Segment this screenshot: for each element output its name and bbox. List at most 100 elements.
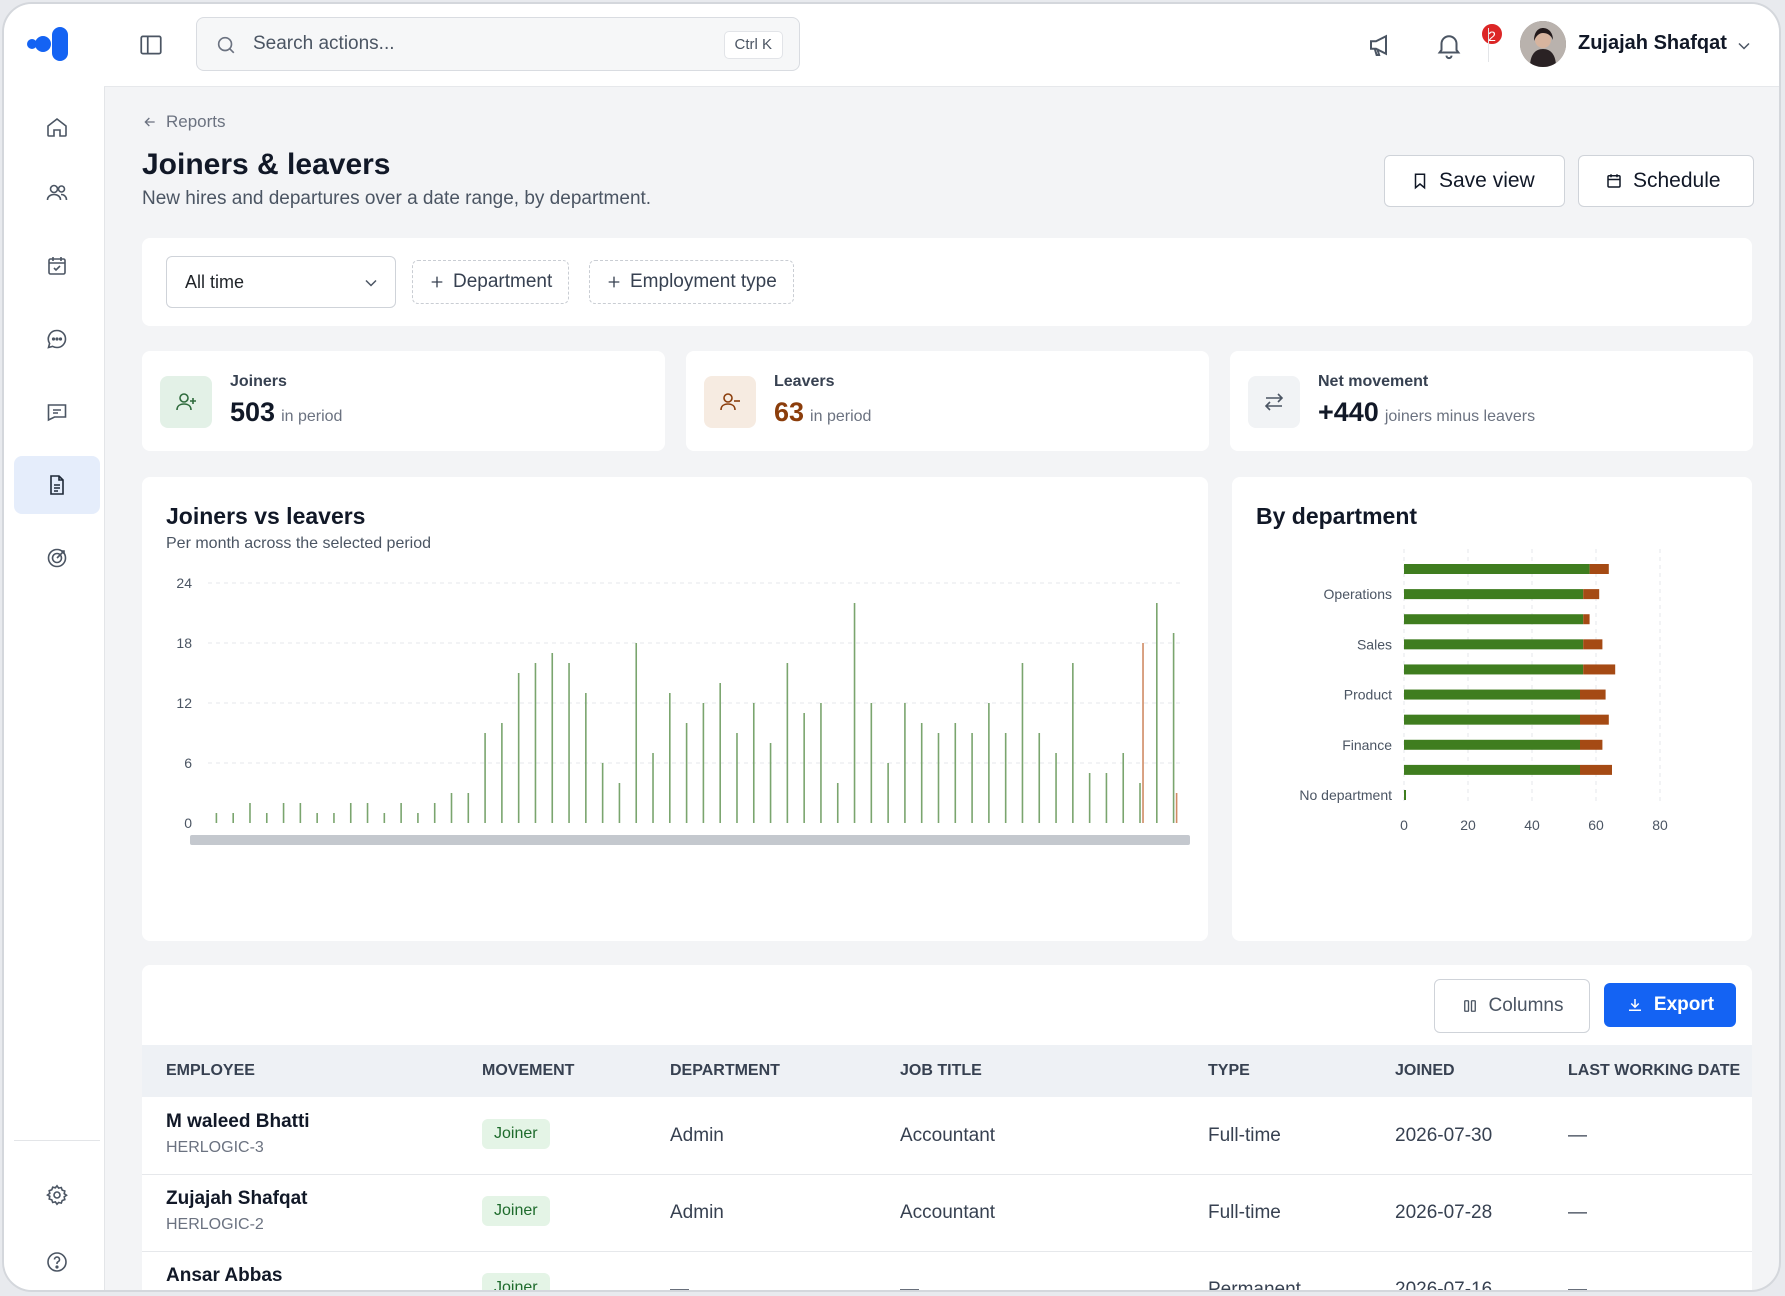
leavers-bar: [1583, 664, 1616, 675]
sidebar-toggle-icon[interactable]: [138, 32, 164, 58]
swap-arrows-icon: [1248, 376, 1300, 428]
column-header-movement[interactable]: MOVEMENT: [482, 1062, 575, 1079]
kpi-value: 503: [230, 397, 276, 427]
movement-badge: Joiner: [482, 1196, 550, 1226]
employee-name[interactable]: M waleed Bhatti: [166, 1111, 310, 1132]
search-placeholder: Search actions...: [253, 33, 395, 54]
export-button[interactable]: Export: [1604, 983, 1736, 1027]
sidebar-item-messages[interactable]: [14, 383, 100, 441]
sidebar-item-settings[interactable]: [14, 1166, 100, 1224]
table-row[interactable]: Ansar Abbas HERLOGIC-1 Joiner — — Perman…: [142, 1251, 1752, 1292]
back-link-label: Reports: [166, 112, 226, 131]
by-department-chart: By department 0 20 40 60 80 Operations Sales Pr…: [1232, 477, 1752, 941]
chevron-down-icon[interactable]: [1734, 36, 1754, 56]
columns-icon: [1463, 1000, 1476, 1012]
leavers-bar: [1583, 614, 1590, 625]
sidebar-item-goals[interactable]: [14, 529, 100, 587]
chat-icon: [47, 329, 67, 349]
kpi-label: Leavers: [774, 373, 835, 390]
department-cell: Admin: [670, 1125, 724, 1146]
joiners-bar: [1404, 689, 1580, 700]
table-row[interactable]: Zujajah Shafqat HERLOGIC-2 Joiner Admin …: [142, 1174, 1752, 1252]
page-title: Joiners & leavers: [142, 148, 391, 181]
notification-badge: 2: [1480, 22, 1504, 46]
filter-bar: All time Department Employment type: [142, 238, 1752, 326]
kpi-label: Joiners: [230, 373, 287, 390]
app-logo[interactable]: [26, 24, 72, 64]
announcement-icon[interactable]: [1366, 30, 1396, 60]
home-icon: [47, 117, 67, 137]
column-header-joined[interactable]: JOINED: [1395, 1062, 1455, 1079]
category-label: Sales: [1357, 636, 1392, 652]
calendar-check-icon: [48, 257, 66, 275]
movements-table: Columns Export EMPLOYEE MOVEMENT DEPARTM…: [142, 965, 1752, 1292]
kpi-suffix: in period: [281, 408, 343, 425]
plus-icon: [608, 276, 620, 288]
department-filter-label: Department: [453, 271, 553, 292]
joined-cell: 2026-07-16: [1395, 1279, 1493, 1292]
joiners-bar: [1404, 714, 1580, 725]
date-range-value: All time: [185, 272, 245, 292]
department-filter-chip[interactable]: Department: [412, 260, 570, 304]
sidebar-item-reports[interactable]: [14, 456, 100, 514]
category-label: Finance: [1342, 737, 1392, 753]
sidebar-divider: [14, 1140, 100, 1141]
date-range-select[interactable]: All time: [166, 256, 396, 308]
sidebar-item-home[interactable]: [14, 98, 100, 156]
help-icon: [47, 1252, 67, 1272]
employment-type-filter-chip[interactable]: Employment type: [589, 260, 794, 304]
schedule-button[interactable]: Schedule: [1578, 155, 1754, 207]
category-label: Product: [1344, 687, 1392, 703]
sidebar: [4, 4, 105, 1290]
table-header: EMPLOYEE MOVEMENT DEPARTMENT JOB TITLE T…: [142, 1045, 1752, 1097]
bell-icon[interactable]: [1434, 30, 1464, 60]
column-header-type[interactable]: TYPE: [1208, 1062, 1250, 1079]
joiners-bar: [1404, 564, 1590, 574]
employee-name[interactable]: Zujajah Shafqat: [166, 1188, 308, 1209]
column-header-department[interactable]: DEPARTMENT: [670, 1062, 780, 1079]
kpi-value: +440: [1318, 397, 1379, 427]
leavers-bar: [1583, 589, 1600, 600]
leavers-bar: [1589, 564, 1609, 574]
avatar[interactable]: [1520, 21, 1566, 67]
leavers-bar: [1580, 689, 1606, 700]
sidebar-item-help[interactable]: [14, 1233, 100, 1290]
topbar: Search actions... Ctrl K 2 Zujajah Shafq…: [104, 4, 1779, 87]
sidebar-item-chat[interactable]: [14, 310, 100, 368]
type-cell: Permanent: [1208, 1279, 1301, 1292]
leavers-bar: [1583, 639, 1603, 650]
movement-badge: Joiner: [482, 1273, 550, 1290]
department-cell: Admin: [670, 1202, 724, 1223]
y-tick-label: 18: [176, 635, 192, 651]
chart-title: Joiners vs leavers: [166, 503, 366, 529]
kpi-suffix: in period: [810, 408, 872, 425]
table-row[interactable]: M waleed Bhatti HERLOGIC-3 Joiner Admin …: [142, 1097, 1752, 1175]
column-header-last-working-date[interactable]: LAST WORKING DATE: [1568, 1062, 1741, 1079]
monthly-bar-plot: 0 6 12 18 24: [176, 575, 1190, 845]
joiners-bar: [1404, 614, 1584, 625]
sidebar-item-people[interactable]: [14, 164, 100, 222]
leavers-bar: [1580, 764, 1612, 775]
download-icon: [1628, 999, 1641, 1011]
back-link[interactable]: Reports: [142, 112, 226, 132]
column-header-job-title[interactable]: JOB TITLE: [900, 1062, 982, 1079]
joiners-bar: [1404, 739, 1580, 750]
user-name[interactable]: Zujajah Shafqat: [1578, 32, 1727, 54]
department-cell: —: [670, 1279, 689, 1292]
user-photo: [1520, 21, 1566, 67]
last-working-date-cell: —: [1568, 1202, 1587, 1223]
columns-button[interactable]: Columns: [1434, 979, 1590, 1033]
save-view-button[interactable]: Save view: [1384, 155, 1565, 207]
sidebar-item-calendar[interactable]: [14, 237, 100, 295]
employee-id: HERLOGIC-2: [166, 1216, 264, 1233]
x-tick-label: 0: [1400, 817, 1408, 833]
employee-name[interactable]: Ansar Abbas: [166, 1265, 283, 1286]
last-working-date-cell: —: [1568, 1125, 1587, 1146]
employee-id: HERLOGIC-3: [166, 1139, 264, 1156]
document-icon: [50, 475, 64, 495]
column-header-employee[interactable]: EMPLOYEE: [166, 1062, 255, 1079]
joiners-bar: [1404, 639, 1584, 650]
search-input[interactable]: Search actions... Ctrl K: [196, 17, 800, 71]
user-plus-icon: [160, 376, 212, 428]
